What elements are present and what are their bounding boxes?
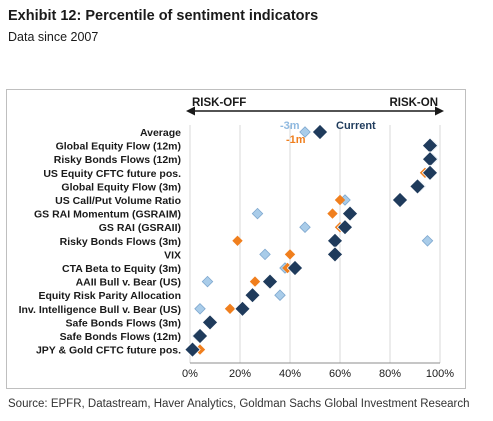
source-note: Source: EPFR, Datastream, Haver Analytic… xyxy=(8,398,470,410)
point-m3 xyxy=(251,207,264,220)
point-current xyxy=(184,341,201,358)
point-current xyxy=(191,327,209,345)
category-label: GS RAI (GSRAII) xyxy=(99,222,181,234)
category-label: Safe Bonds Flows (12m) xyxy=(60,331,181,343)
chart-subtitle: Data since 2007 xyxy=(8,30,99,44)
category-label: Global Equity Flow (3m) xyxy=(61,181,181,193)
point-m3 xyxy=(299,221,311,233)
point-m3 xyxy=(201,275,214,288)
point-current xyxy=(421,164,439,181)
point-current xyxy=(336,219,354,236)
x-tick-label: 0% xyxy=(182,368,198,380)
category-label: VIX xyxy=(164,249,181,261)
point-current xyxy=(341,205,359,222)
category-label: Average xyxy=(140,127,181,139)
point-m1 xyxy=(327,208,338,219)
category-label: JPY & Gold CFTC future pos. xyxy=(36,345,181,357)
category-label: GS RAI Momentum (GSRAIM) xyxy=(34,209,181,221)
left-arrow-icon xyxy=(186,106,195,116)
sentiment-chart: RISK-OFF RISK-ON Average Global Equity Fl… xyxy=(6,89,466,389)
risk-on-label: RISK-ON xyxy=(389,97,438,109)
point-m1 xyxy=(224,303,236,314)
category-label: Equity Risk Parity Allocation xyxy=(38,290,181,302)
point-current xyxy=(286,259,304,277)
risk-off-label: RISK-OFF xyxy=(192,97,246,109)
x-tick-label: 20% xyxy=(229,368,251,380)
point-current xyxy=(201,314,219,331)
category-label: Safe Bonds Flows (3m) xyxy=(65,317,181,329)
point-m3 xyxy=(194,303,206,315)
right-arrow-icon xyxy=(435,106,444,116)
category-label: Inv. Intelligence Bull v. Bear (US) xyxy=(19,304,181,316)
category-label: AAII Bull v. Bear (US) xyxy=(76,277,181,289)
point-current xyxy=(391,191,409,209)
legend-label-m1: -1m xyxy=(286,134,306,146)
point-current xyxy=(409,178,426,195)
x-tick-label: 40% xyxy=(279,368,301,380)
category-label: US Call/Put Volume Ratio xyxy=(55,195,181,207)
legend-label-current: Current xyxy=(336,120,376,132)
point-m3 xyxy=(274,289,286,301)
point-m3 xyxy=(299,126,311,138)
x-tick-label: 100% xyxy=(426,368,454,380)
category-label: US Equity CFTC future pos. xyxy=(43,168,181,180)
point-current xyxy=(261,273,279,290)
category-label: Risky Bonds Flows (12m) xyxy=(54,154,181,166)
category-label: Risky Bonds Flows (3m) xyxy=(60,236,181,248)
point-m1 xyxy=(232,235,243,246)
point-current xyxy=(234,300,251,317)
point-m3 xyxy=(421,235,434,247)
x-tick-label: 80% xyxy=(379,368,401,380)
point-current xyxy=(311,123,329,141)
point-current xyxy=(326,246,344,263)
category-label: CTA Beta to Equity (3m) xyxy=(62,263,181,275)
x-tick-label: 60% xyxy=(329,368,351,380)
chart-title: Exhibit 12: Percentile of sentiment indi… xyxy=(8,8,319,24)
point-current xyxy=(244,287,261,304)
point-m1 xyxy=(249,276,261,287)
point-m3 xyxy=(259,248,271,261)
legend-label-m3: -3m xyxy=(280,120,300,132)
category-label: Global Equity Flow (12m) xyxy=(56,141,181,153)
point-m1 xyxy=(284,249,296,260)
